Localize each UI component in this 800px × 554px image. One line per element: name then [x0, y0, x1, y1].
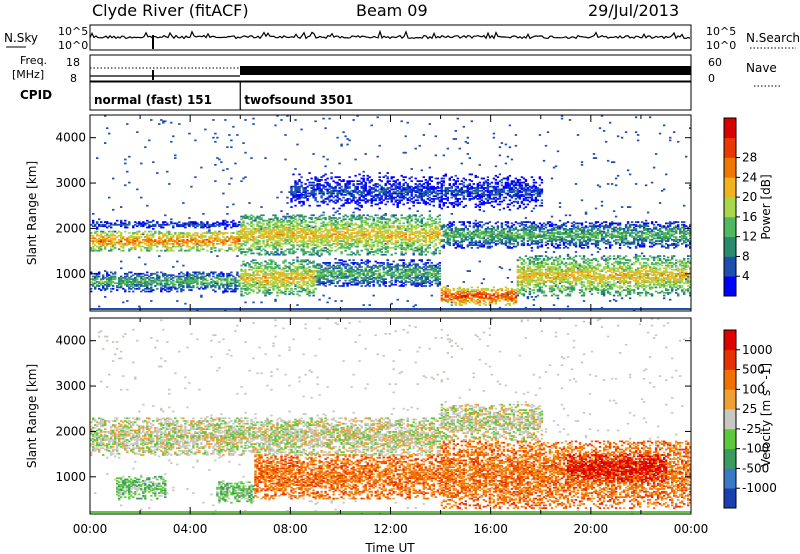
colorbar-tick-label: 12	[742, 230, 757, 244]
nave-tick-top: 60	[708, 56, 722, 69]
nsearch-tick-top: 10^5	[706, 25, 736, 38]
nave-label: Nave	[746, 61, 777, 75]
colorbar-tick-label: -500	[742, 461, 769, 475]
x-tick-label: 04:00	[173, 522, 208, 536]
colorbar-cell	[724, 409, 736, 430]
colorbar-cell	[724, 369, 736, 390]
cpid-label: CPID	[20, 88, 52, 102]
nsky-trace	[89, 29, 691, 40]
station-title: Clyde River (fitACF)	[92, 1, 249, 20]
colorbar-cell	[724, 488, 736, 509]
x-tick-label: 00:00	[73, 522, 108, 536]
freq-tick-bottom: 8	[70, 72, 77, 85]
colorbar-tick-label: 100	[742, 382, 765, 396]
velocity-ylabel: Slant Range [km]	[25, 364, 39, 468]
freq-label: Freq.	[20, 54, 47, 67]
y-tick-label: 3000	[55, 379, 86, 393]
colorbar-tick-label: 500	[742, 363, 765, 377]
power-ylabel: Slant Range [km]	[25, 161, 39, 265]
nsearch-label: N.Search	[746, 31, 800, 45]
freq-unit-label: [MHz]	[12, 68, 44, 81]
cpid-panel: CPID normal (fast) 151 twofsound 3501	[20, 81, 692, 111]
colorbar-tick-label: -1000	[742, 481, 777, 495]
nsearch-tick-bottom: 10^0	[706, 39, 736, 52]
y-tick-label: 2000	[55, 221, 86, 235]
x-tick-label: 20:00	[574, 522, 609, 536]
colorbar-cell	[724, 177, 736, 198]
power-panel: 1000 2000 3000 4000 Slant Range [km]	[25, 114, 692, 312]
colorbar-cell	[724, 349, 736, 370]
colorbar-cell	[724, 276, 736, 297]
colorbar-cell	[724, 236, 736, 257]
colorbar-cell	[724, 137, 736, 158]
colorbar-cell	[724, 330, 736, 351]
freq-panel: Freq. [MHz] 18 8 60 0 Nave	[12, 54, 780, 87]
colorbar-cell	[724, 389, 736, 410]
colorbar-tick-label: 24	[742, 170, 757, 184]
y-tick-label: 4000	[55, 131, 86, 145]
colorbar-tick-label: -100	[742, 442, 769, 456]
velocity-xlabel: Time UT	[364, 541, 415, 554]
y-tick-label: 3000	[55, 176, 86, 190]
beam-title: Beam 09	[356, 1, 428, 20]
y-tick-label: 1000	[55, 470, 86, 484]
x-tick-label: 00:00	[674, 522, 709, 536]
y-tick-label: 4000	[55, 334, 86, 348]
x-tick-label: 16:00	[473, 522, 508, 536]
colorbar-cell	[724, 157, 736, 178]
x-tick-label: 08:00	[273, 522, 308, 536]
power-colorbar-label: Power [dB]	[759, 174, 773, 239]
nsky-panel: N.Sky 10^5 10^0 10^5 10^0 N.Search	[4, 24, 800, 52]
x-tick-label: 12:00	[373, 522, 408, 536]
velocity-colorbar-label: Velocity [m s^-1]	[759, 363, 773, 467]
cpid-modes: normal (fast) 151 twofsound 3501	[94, 82, 353, 110]
velocity-panel: 1000 2000 3000 4000 00:00 04:00 08:00 12:00 16:…	[25, 317, 709, 554]
y-tick-label: 2000	[55, 424, 86, 438]
colorbar-cell	[724, 118, 736, 139]
nave-dense-block	[240, 66, 691, 75]
colorbar-cell	[724, 448, 736, 469]
cpid-mode-label: twofsound 3501	[244, 93, 353, 107]
y-tick-label: 1000	[55, 267, 86, 281]
colorbar-tick-label: 8	[742, 249, 750, 263]
colorbar-tick-label: 20	[742, 190, 757, 204]
colorbar-cell	[724, 428, 736, 449]
freq-tick-top: 18	[66, 56, 80, 69]
power-colorbar: 4 8 12 16 20 24 28 Power [dB]	[723, 117, 773, 297]
nave-tick-bottom: 0	[708, 72, 715, 85]
colorbar-cell	[724, 216, 736, 237]
velocity-colorbar: 1000 500 100 25 -25 -100 -500 -1000 Velocity [m…	[723, 329, 777, 509]
colorbar-tick-label: 4	[742, 269, 750, 283]
nsky-tick-bottom: 10^0	[58, 39, 88, 52]
colorbar-tick-label: -25	[742, 422, 762, 436]
colorbar-cell	[724, 197, 736, 218]
nsky-tick-top: 10^5	[58, 25, 88, 38]
colorbar-tick-label: 25	[742, 402, 757, 416]
colorbar-tick-label: 28	[742, 151, 757, 165]
cpid-mode-label: normal (fast) 151	[94, 93, 212, 107]
nsky-label: N.Sky	[4, 31, 38, 45]
colorbar-cell	[724, 256, 736, 277]
colorbar-cell	[724, 468, 736, 489]
colorbar-tick-label: 16	[742, 210, 757, 224]
date-title: 29/Jul/2013	[588, 1, 679, 20]
colorbar-tick-label: 1000	[742, 343, 773, 357]
